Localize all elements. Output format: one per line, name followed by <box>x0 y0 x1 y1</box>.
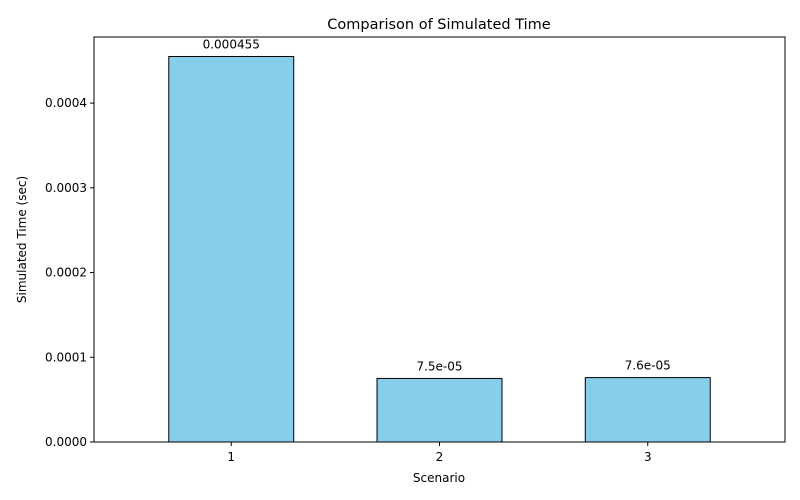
y-tick-label-2: 0.0002 <box>45 266 87 280</box>
x-tick-label-2: 2 <box>436 450 444 464</box>
bars-group <box>168 55 711 443</box>
data-label-scenario-2: 7.5e-05 <box>416 359 462 373</box>
x-axis-label: Scenario <box>413 471 465 485</box>
y-tick-label-1: 0.0001 <box>45 350 87 364</box>
x-tick-label-3: 3 <box>644 450 652 464</box>
y-axis-label: Simulated Time (sec) <box>15 176 29 303</box>
y-axis: 0.0000 0.0001 0.0002 0.0003 0.0004 <box>45 96 94 449</box>
data-label-scenario-3: 7.6e-05 <box>625 359 671 373</box>
y-tick-label-0: 0.0000 <box>45 435 87 449</box>
data-label-scenario-1: 0.000455 <box>203 37 260 51</box>
y-tick-label-3: 0.0003 <box>45 181 87 195</box>
chart-title: Comparison of Simulated Time <box>327 17 550 33</box>
x-axis: 1 2 3 <box>227 442 652 464</box>
data-labels-group: 0.000455 7.5e-05 7.6e-05 <box>203 37 671 373</box>
x-tick-label-1: 1 <box>227 450 235 464</box>
plot-frame <box>93 36 786 443</box>
y-tick-label-4: 0.0004 <box>45 96 87 110</box>
bar-scenario-1 <box>168 55 295 443</box>
bar-scenario-2 <box>376 377 503 443</box>
bar-scenario-3 <box>584 377 711 443</box>
